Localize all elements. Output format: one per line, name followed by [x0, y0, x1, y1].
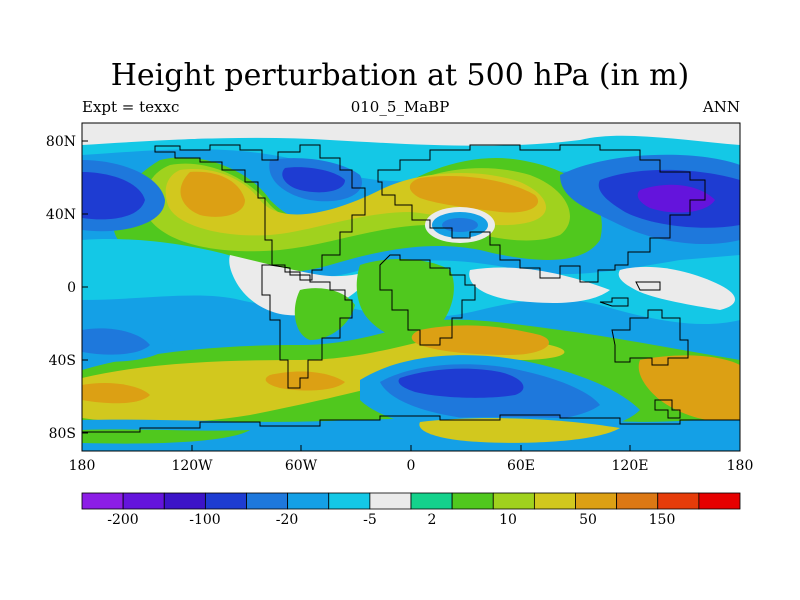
colorbar — [81, 492, 741, 510]
colorbar-label: 50 — [579, 512, 597, 528]
colorbar-box — [410, 492, 453, 510]
axis-ticks — [81, 140, 741, 451]
y-tick-label: 40N — [46, 207, 76, 223]
colorbar-box — [575, 492, 618, 510]
colorbar-box — [246, 492, 289, 510]
y-tick-label: 40S — [49, 353, 76, 369]
colorbar-box — [657, 492, 700, 510]
colorbar-box — [328, 492, 371, 510]
season-label: ANN — [702, 98, 740, 116]
colorbar-box — [451, 492, 494, 510]
x-tick-label: 180 — [69, 458, 96, 474]
x-tick-label: 60E — [507, 458, 535, 474]
x-tick-labels: 180 120W 60W 0 60E 120E 180 — [69, 458, 754, 474]
colorbar-box — [616, 492, 659, 510]
period-label: 010_5_MaBP — [350, 98, 450, 116]
colorbar-label: -20 — [276, 512, 299, 528]
x-tick-label: 0 — [407, 458, 416, 474]
x-tick-label: 120W — [171, 458, 213, 474]
colorbar-box — [163, 492, 206, 510]
colorbar-label: 2 — [428, 512, 437, 528]
colorbar-label: -5 — [363, 512, 377, 528]
colorbar-box — [492, 492, 535, 510]
colorbar-label: 10 — [499, 512, 517, 528]
colorbar-box — [369, 492, 412, 510]
x-tick-label: 120E — [612, 458, 649, 474]
colorbar-box — [122, 492, 165, 510]
colorbar-box — [533, 492, 576, 510]
x-tick-label: 60W — [285, 458, 318, 474]
y-tick-label: 80S — [49, 426, 76, 442]
y-tick-label: 0 — [67, 280, 76, 296]
colorbar-label: 150 — [649, 512, 676, 528]
plot-title: Height perturbation at 500 hPa (in m) — [110, 58, 690, 93]
height-field — [82, 123, 740, 451]
experiment-label: Expt = texxc — [82, 98, 180, 116]
y-tick-label: 80N — [46, 134, 76, 150]
coastlines — [82, 144, 740, 433]
x-tick-label: 180 — [727, 458, 754, 474]
y-tick-labels: 80N 40N 0 40S 80S — [46, 134, 76, 442]
colorbar-box — [204, 492, 247, 510]
colorbar-box — [698, 492, 741, 510]
colorbar-labels: -200 -100 -20 -5 2 10 50 150 — [107, 512, 675, 528]
colorbar-label: -100 — [189, 512, 220, 528]
colorbar-box — [81, 492, 124, 510]
colorbar-box — [287, 492, 330, 510]
colorbar-label: -200 — [107, 512, 138, 528]
